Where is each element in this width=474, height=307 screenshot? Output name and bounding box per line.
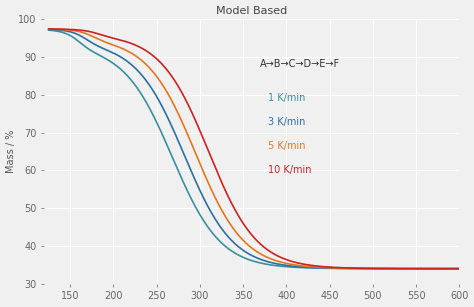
1 K/min [448,267,454,270]
10 K/min [221,185,227,189]
1 K/min [221,243,227,247]
Text: A→B→C→D→E→F: A→B→C→D→E→F [260,59,340,69]
3 K/min [404,267,410,270]
Title: Model Based: Model Based [216,6,287,16]
5 K/min [46,27,52,31]
5 K/min [203,176,209,180]
Text: 10 K/min: 10 K/min [268,165,312,175]
Text: 1 K/min: 1 K/min [268,93,306,103]
10 K/min [46,27,52,31]
3 K/min [456,267,462,270]
3 K/min [46,28,52,31]
10 K/min [117,38,123,42]
Y-axis label: Mass / %: Mass / % [6,130,16,173]
1 K/min [404,267,410,270]
10 K/min [456,267,462,270]
Line: 1 K/min: 1 K/min [49,30,459,269]
10 K/min [203,144,209,147]
1 K/min [456,267,462,270]
10 K/min [448,267,454,270]
10 K/min [92,31,98,35]
Line: 10 K/min: 10 K/min [49,29,459,269]
5 K/min [404,267,410,270]
3 K/min [448,267,454,270]
1 K/min [46,28,52,32]
3 K/min [117,55,123,58]
1 K/min [92,51,98,55]
Line: 3 K/min: 3 K/min [49,29,459,269]
5 K/min [221,212,227,216]
1 K/min [117,67,123,70]
3 K/min [203,201,209,205]
5 K/min [117,46,123,49]
10 K/min [404,267,410,270]
5 K/min [92,36,98,40]
Text: 3 K/min: 3 K/min [268,117,306,127]
1 K/min [203,223,209,226]
3 K/min [221,230,227,233]
5 K/min [448,267,454,270]
Text: 5 K/min: 5 K/min [268,141,306,151]
3 K/min [92,43,98,47]
5 K/min [456,267,462,270]
Line: 5 K/min: 5 K/min [49,29,459,269]
